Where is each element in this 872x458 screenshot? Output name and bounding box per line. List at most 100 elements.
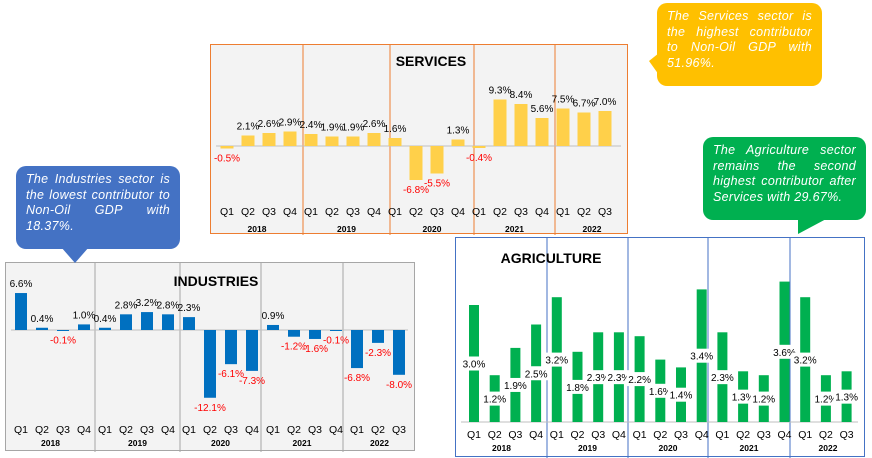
year-tick-label: 2022 [370,438,389,448]
quarter-tick-label: Q1 [550,429,564,441]
quarter-tick-label: Q3 [262,206,276,218]
data-label-background [564,379,591,394]
data-label: 2.6% [258,119,281,130]
data-label-background [792,352,819,367]
data-label: 1.9% [342,123,365,134]
bar-q1 [267,324,279,330]
quarter-tick-label: Q3 [308,424,322,436]
quarter-tick-label: Q2 [570,429,584,441]
callout-pointer [649,53,659,75]
data-label: 2.8% [157,300,180,311]
data-label: 1.9% [321,123,344,134]
year-tick-label: 2019 [578,443,597,453]
industries-svg: INDUSTRIES 6.6% Q1 0.4% Q2 -0.1% Q3 1.0% Q4 0.4% Q… [10,263,412,452]
data-label: -0.5% [214,154,240,165]
data-label-background [771,344,798,359]
year-tick-label: 2019 [128,438,147,448]
bar-q2 [36,327,48,330]
bar-q3 [514,104,528,146]
industries-callout: The Industries sector is the lowest cont… [16,166,180,263]
bar-q2 [120,314,132,330]
data-label: 1.2% [815,395,838,406]
data-label: -8.0% [386,380,412,391]
data-label: 2.3% [608,373,631,384]
data-label: 8.4% [510,90,533,101]
data-label: 2.3% [587,373,610,384]
bar-q3 [393,330,405,375]
quarter-tick-label: Q4 [612,429,626,441]
data-label: -0.1% [323,336,349,347]
bar-q2 [204,330,216,398]
data-label: 1.3% [835,393,858,404]
data-label: 1.9% [504,381,527,392]
data-label: -7.3% [239,376,265,387]
data-label: 0.9% [262,311,285,322]
year-tick-label: 2021 [293,438,312,448]
year-tick-label: 2020 [659,443,678,453]
quarter-tick-label: Q4 [245,424,259,436]
quarter-tick-label: Q4 [329,424,343,436]
quarter-tick-label: Q1 [266,424,280,436]
industries-chart: INDUSTRIES 6.6% Q1 0.4% Q2 -0.1% Q3 1.0% Q4 0.4% Q… [5,262,415,452]
quarter-tick-label: Q3 [591,429,605,441]
bar-q3 [430,146,444,174]
services-callout-text: The Services sector is the highest contr… [667,9,812,70]
quarter-tick-label: Q2 [577,206,591,218]
bar-q1 [183,317,195,330]
data-label: 7.0% [594,97,617,108]
quarter-tick-label: Q2 [203,424,217,436]
data-label-background [730,389,757,404]
data-label: 2.2% [628,375,651,386]
quarter-tick-label: Q1 [633,429,647,441]
data-label: 2.4% [300,120,323,131]
data-label: 3.4% [690,352,713,363]
data-label: 2.8% [115,300,138,311]
quarter-tick-label: Q2 [653,429,667,441]
data-label-background [833,389,860,404]
data-label: 3.2% [545,356,568,367]
quarter-tick-label: Q3 [674,429,688,441]
data-label: 1.2% [752,395,775,406]
data-label-background [461,356,487,371]
data-label: 3.0% [463,360,486,371]
quarter-tick-label: Q3 [430,206,444,218]
bar-q2 [577,112,591,146]
bar-q4 [330,330,342,331]
data-label: 1.0% [73,310,96,321]
data-label-background [812,391,839,406]
data-label: -6.8% [344,373,370,384]
year-tick-label: 2022 [583,224,602,234]
agriculture-svg: AGRICULTURE 3.0% Q1 1.2% Q2 1.9% Q3 2.5% Q4 3.2% Q… [461,238,860,458]
year-tick-label: 2020 [211,438,230,448]
data-label-background [543,352,570,367]
data-label: -6.1% [218,369,244,380]
data-label: 7.5% [552,95,575,106]
bar-q3 [309,330,321,339]
bar-q4 [78,324,90,330]
bar-q1 [388,138,402,146]
data-label: 1.6% [384,124,407,135]
year-tick-label: 2019 [337,224,356,234]
bar-q4 [283,131,297,146]
quarter-tick-label: Q3 [598,206,612,218]
data-label: 3.6% [773,348,796,359]
quarter-tick-label: Q4 [529,429,543,441]
quarter-tick-label: Q2 [371,424,385,436]
data-label: 2.5% [525,369,548,380]
quarter-tick-label: Q2 [488,429,502,441]
data-label-background [502,377,529,392]
data-label: -12.1% [194,403,226,414]
quarter-tick-label: Q1 [350,424,364,436]
bar-q3 [225,330,237,365]
data-label-background [585,370,612,385]
quarter-tick-label: Q2 [409,206,423,218]
data-label: -1.2% [281,342,307,353]
bar-q1 [472,146,486,148]
bar-q1 [99,327,111,330]
quarter-tick-label: Q4 [161,424,175,436]
data-label: 2.1% [237,122,260,133]
data-label: 2.3% [711,373,734,384]
data-label: 6.6% [10,279,33,290]
data-label: 2.9% [279,118,302,129]
quarter-tick-label: Q2 [493,206,507,218]
